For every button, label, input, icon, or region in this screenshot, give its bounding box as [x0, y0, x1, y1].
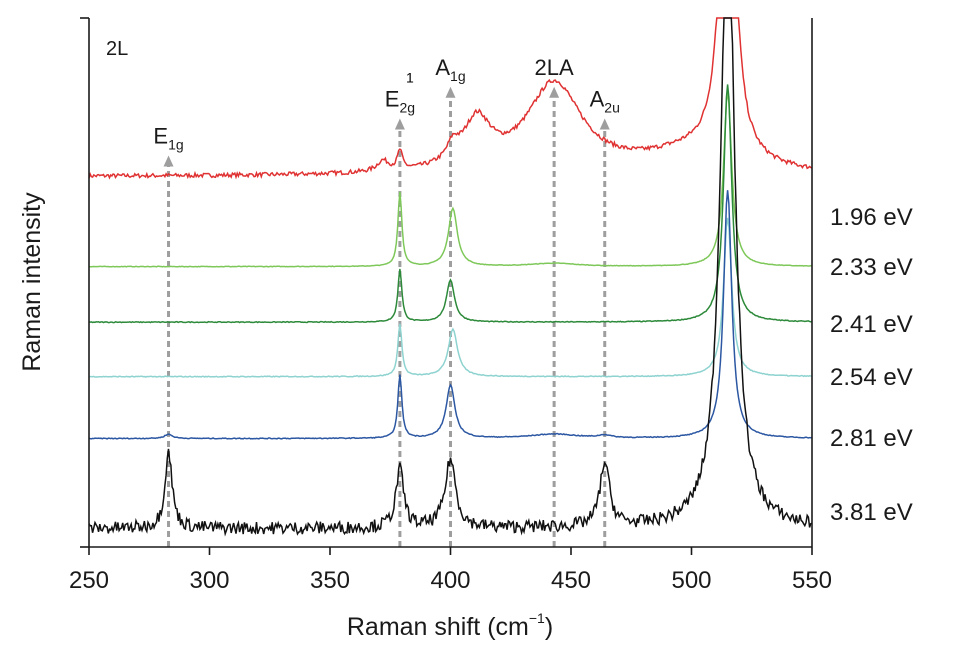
peak-marker-arrow-E2g1 [394, 118, 405, 130]
peak-marker-arrow-A2u [599, 118, 610, 130]
x-axis-title: Raman shift (cm−1) [347, 610, 553, 641]
series-line-1-96-eV [88, 17, 813, 180]
peak-label-A2u: A2u [590, 87, 620, 116]
peak-label-base-E1g: E [153, 124, 168, 149]
x-tick-label-450: 450 [551, 567, 591, 594]
x-tick-label-250: 250 [69, 567, 109, 594]
peak-label-sub-E1g: 1g [168, 137, 184, 153]
x-tick-label-500: 500 [671, 567, 711, 594]
energy-label-5: 3.81 eV [830, 499, 913, 526]
y-axis-title: Raman intensity [18, 192, 46, 372]
energy-labels: 1.96 eV 2.33 eV 2.41 eV 2.54 eV 2.81 eV 3.81 … [830, 204, 913, 526]
series-line-2-54-eV [88, 217, 813, 378]
x-tick-label-400: 400 [430, 567, 470, 594]
energy-label-1: 2.33 eV [830, 254, 913, 281]
energy-label-2: 2.41 eV [830, 311, 913, 338]
peak-label-base-A1g: A [435, 55, 450, 80]
peak-label-sub-A1g: 1g [450, 68, 466, 84]
peak-label-base-2LA: 2LA [535, 55, 574, 80]
peak-label-base-E2g1: E [385, 87, 400, 112]
x-ticks: 250 300 350 400 450 500 550 [69, 547, 832, 594]
peak-label-E1g: E1g [153, 124, 183, 153]
peak-label-sub-E2g1: 2g [399, 100, 415, 116]
x-axis-title-main: Raman shift (cm [347, 613, 529, 641]
energy-label-4: 2.81 eV [830, 425, 913, 452]
series-line-2-41-eV [89, 84, 813, 324]
peak-label-sup-E2g1: 1 [406, 70, 414, 86]
peak-label-E2g1: E2g [385, 87, 415, 116]
series-layer [88, 17, 813, 537]
peak-label-2LA: 2LA [535, 55, 574, 80]
x-tick-label-550: 550 [792, 567, 832, 594]
panel-label: 2L [106, 38, 128, 60]
peak-marker-arrow-E1g [163, 155, 174, 167]
peak-marker-arrow-A1g [445, 86, 456, 98]
x-tick-label-300: 300 [189, 567, 229, 594]
x-axis-title-end: ) [545, 613, 553, 641]
series-line-3-81-eV [88, 17, 813, 537]
peak-marker-layer [163, 86, 610, 547]
peak-label-A1g: A1g [435, 55, 465, 84]
energy-label-3: 2.54 eV [830, 364, 913, 391]
series-line-2-81-eV [88, 190, 813, 440]
peak-label-base-A2u: A [590, 87, 605, 112]
x-tick-label-350: 350 [310, 567, 350, 594]
x-axis-title-sup: −1 [529, 610, 545, 626]
peak-label-sub-A2u: 2u [604, 100, 620, 116]
energy-label-0: 1.96 eV [830, 204, 913, 231]
series-line-2-33-eV [88, 91, 813, 268]
peak-marker-arrow-2LA [549, 86, 560, 98]
